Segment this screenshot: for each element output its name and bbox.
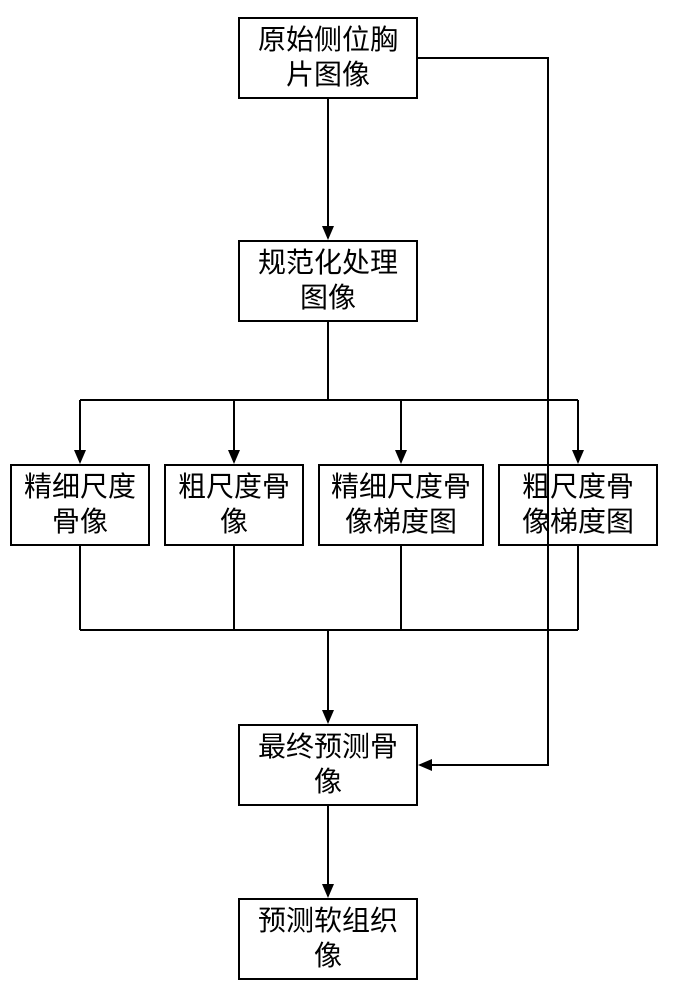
node-normalized-image: 规范化处理图像 xyxy=(238,240,418,322)
node-fine-scale-gradient: 精细尺度骨像梯度图 xyxy=(318,464,484,546)
node-coarse-scale-gradient: 粗尺度骨像梯度图 xyxy=(498,464,658,546)
node-fine-scale-bone: 精细尺度骨像 xyxy=(10,464,150,546)
node-original-image: 原始侧位胸片图像 xyxy=(238,17,418,99)
node-final-predicted-bone: 最终预测骨像 xyxy=(238,724,418,806)
node-label: 精细尺度骨像 xyxy=(24,470,136,540)
node-label: 粗尺度骨像 xyxy=(178,470,290,540)
node-predicted-soft-tissue: 预测软组织像 xyxy=(238,898,418,980)
node-label: 规范化处理图像 xyxy=(258,246,398,316)
node-label: 预测软组织像 xyxy=(258,904,398,974)
node-label: 粗尺度骨像梯度图 xyxy=(522,470,634,540)
node-label: 精细尺度骨像梯度图 xyxy=(331,470,471,540)
node-label: 最终预测骨像 xyxy=(258,730,398,800)
node-label: 原始侧位胸片图像 xyxy=(258,23,398,93)
node-coarse-scale-bone: 粗尺度骨像 xyxy=(164,464,304,546)
